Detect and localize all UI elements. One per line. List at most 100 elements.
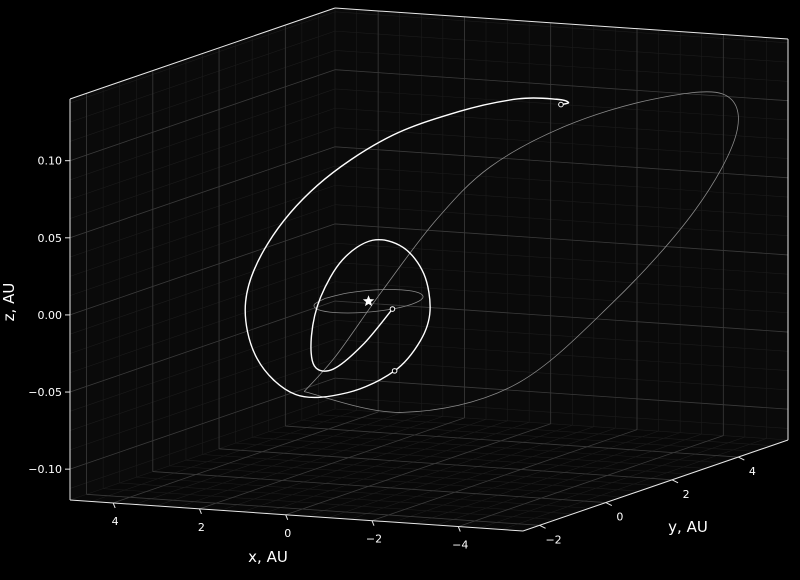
- major-gridline-y-floor: [285, 425, 739, 458]
- major-gridline-x-floor: [199, 417, 465, 510]
- major-gridline-y-floor: [152, 471, 606, 503]
- minor-gridline-y-floor: [318, 414, 772, 446]
- minor-gridline-y-floor: [136, 476, 590, 509]
- trajectory-line: [244, 97, 570, 399]
- minor-gridline-z-back: [334, 242, 789, 275]
- major-gridline-y-floor: [86, 493, 540, 526]
- major-gridline-z-side: [69, 146, 336, 239]
- z-tick-label: 0.00: [38, 309, 63, 322]
- major-gridline-x-floor: [371, 429, 638, 522]
- minor-gridline-z-back: [334, 11, 789, 44]
- minor-gridline-y-floor: [169, 465, 623, 498]
- minor-gridline-y-floor: [119, 482, 573, 515]
- minor-gridline-z-side: [69, 107, 336, 200]
- minor-gridline-z-back: [334, 30, 789, 63]
- minor-gridline-z-side: [69, 185, 336, 277]
- x-tick-mark: [285, 514, 289, 520]
- y-tick-label: −2: [545, 533, 561, 546]
- major-gridline-x-floor: [458, 435, 724, 527]
- x-tick-mark: [198, 508, 202, 515]
- minor-gridline-y-floor: [252, 437, 706, 469]
- minor-gridline-z-back: [334, 50, 789, 82]
- y-tick-label: 4: [749, 465, 756, 478]
- minor-gridline-y-floor: [301, 420, 755, 452]
- markers-group: [362, 101, 564, 374]
- x-tick-label: 4: [112, 515, 119, 528]
- sun-star-marker: [362, 295, 375, 307]
- orbit-target-line: [303, 91, 739, 413]
- y-axis-label: y, AU: [668, 518, 708, 536]
- minor-gridline-z-side: [69, 204, 336, 296]
- minor-gridline-y-floor: [268, 431, 722, 464]
- x-axis-line: [69, 499, 524, 532]
- top-edge-back: [334, 7, 789, 40]
- minor-gridline-z-side: [69, 262, 336, 354]
- z-tick-label: 0.10: [38, 155, 63, 168]
- x-tick-mark: [457, 526, 461, 532]
- major-gridline-z-back: [334, 223, 789, 256]
- x-tick-label: −4: [452, 539, 468, 552]
- major-gridline-z-side: [69, 300, 336, 393]
- minor-gridline-z-back: [334, 281, 789, 314]
- major-gridline-z-side: [69, 223, 336, 316]
- x-tick-label: 0: [284, 527, 291, 540]
- major-gridline-z-back: [334, 146, 789, 179]
- minor-gridline-z-side: [69, 30, 336, 123]
- minor-gridline-z-side: [69, 281, 336, 374]
- series-group: [244, 91, 739, 413]
- x-tick-label: 2: [198, 521, 205, 534]
- y-tick-mark: [605, 502, 613, 507]
- minor-gridline-y-floor: [334, 408, 789, 441]
- minor-gridline-z-side: [69, 127, 336, 219]
- x-tick-mark: [112, 502, 116, 509]
- tick-labels: −4 −2 0 2 4 −2 0 2 4 −0.10 −0.05 0.00 0.05 0.10: [28, 155, 756, 552]
- y-tick-mark: [738, 456, 745, 461]
- z-axis-label: z, AU: [0, 283, 18, 322]
- y-tick-mark: [539, 524, 546, 529]
- minor-gridline-y-floor: [235, 442, 689, 475]
- major-gridline-z-back: [334, 377, 789, 410]
- minor-gridline-y-floor: [103, 488, 557, 520]
- top-edge-left: [69, 7, 336, 100]
- minor-gridline-z-back: [334, 204, 789, 236]
- minor-gridline-y-floor: [185, 459, 639, 492]
- waypoint-marker: [389, 306, 396, 312]
- y-axis-line: [522, 439, 789, 532]
- minor-gridline-z-back: [334, 185, 789, 217]
- y-tick-label: 0: [616, 511, 623, 524]
- minor-gridline-z-side: [69, 11, 336, 104]
- y-tick-mark: [671, 479, 679, 484]
- grid-lines: [69, 8, 789, 532]
- axes-frame: [69, 7, 789, 532]
- minor-gridline-z-side: [69, 339, 336, 431]
- minor-gridline-z-back: [334, 127, 789, 159]
- minor-gridline-z-back: [334, 358, 789, 391]
- minor-gridline-z-back: [334, 107, 789, 140]
- waypoint-marker: [391, 368, 398, 374]
- waypoint-marker: [558, 101, 564, 108]
- orbit-earth-line: [313, 289, 424, 314]
- minor-gridline-z-side: [69, 397, 336, 489]
- minor-gridline-z-side: [69, 165, 336, 258]
- minor-gridline-z-back: [334, 165, 789, 198]
- minor-gridline-z-back: [334, 320, 789, 352]
- y-tick-label: 2: [683, 488, 690, 501]
- major-gridline-z-back: [334, 300, 789, 333]
- back-pane: [335, 8, 788, 440]
- minor-gridline-z-back: [334, 397, 789, 429]
- major-gridline-z-side: [69, 377, 336, 470]
- major-gridline-z-side: [69, 69, 336, 162]
- minor-gridline-z-side: [69, 50, 336, 142]
- minor-gridline-z-side: [69, 320, 336, 412]
- minor-gridline-z-side: [69, 358, 336, 451]
- minor-gridline-z-side: [69, 88, 336, 181]
- x-tick-mark: [371, 520, 375, 526]
- x-axis-label: x, AU: [248, 548, 288, 566]
- minor-gridline-z-back: [334, 339, 789, 371]
- major-gridline-z-back: [334, 69, 789, 102]
- major-gridline-y-floor: [219, 448, 673, 481]
- minor-gridline-y-floor: [202, 454, 656, 486]
- z-tick-label: −0.05: [28, 386, 62, 399]
- z-tick-label: 0.05: [38, 232, 63, 245]
